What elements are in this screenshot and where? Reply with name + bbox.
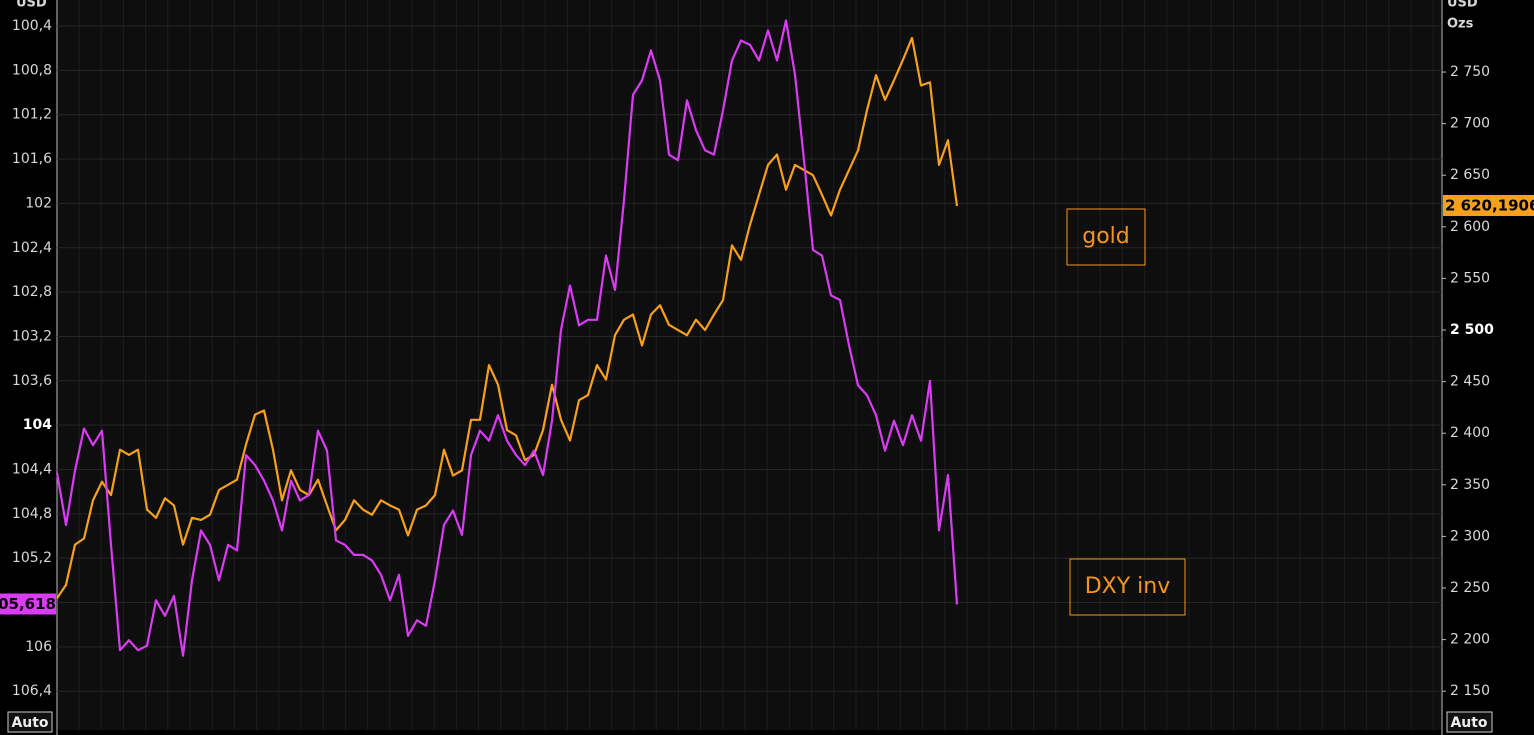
y-tick-label: 105,2 — [12, 550, 52, 566]
vertical-grid — [78, 0, 1434, 730]
y-tick-label: 104 — [23, 417, 52, 433]
y2-tick-label: 2 150 — [1450, 683, 1490, 699]
last-value-label: 2 620,1906 — [1445, 196, 1534, 214]
y2-tick-label: 2 400 — [1450, 425, 1490, 441]
y-tick-label: 103,6 — [12, 373, 52, 389]
y-tick-label: 106 — [25, 639, 52, 655]
y-tick-label: 104,8 — [12, 506, 52, 522]
auto-button[interactable] — [7, 711, 53, 733]
y-tick-label: 104,4 — [12, 461, 52, 477]
y-tick-label: 102,8 — [12, 284, 52, 300]
y-tick-label: 102 — [25, 195, 52, 211]
auto-button[interactable] — [1446, 711, 1493, 733]
y2-tick-label: 2 600 — [1450, 219, 1490, 235]
y2-tick-label: 2 700 — [1450, 116, 1490, 132]
last-value-label: 105,618 — [0, 595, 56, 613]
y2-tick-label: 2 350 — [1450, 477, 1490, 493]
auto-button-label[interactable]: Auto — [11, 715, 48, 731]
y-tick-label: 100,8 — [12, 62, 52, 78]
y-tick-label: 102,4 — [12, 240, 52, 256]
y2-tick-label: 2 250 — [1450, 580, 1490, 596]
annotation-box — [1066, 208, 1146, 266]
y-tick-label: 101,6 — [12, 151, 52, 167]
y2-tick-label: 2 500 — [1450, 322, 1494, 338]
y2-tick-label: 2 550 — [1450, 270, 1490, 286]
y2-axis-title: Ozs — [1447, 17, 1474, 32]
annotation: DXY inv — [1085, 574, 1171, 599]
annotation-box — [1069, 558, 1186, 616]
y-axis-title: USD — [16, 0, 47, 11]
plot-area — [57, 0, 1442, 730]
y2-tick-label: 2 650 — [1450, 167, 1490, 183]
line-series — [56, 36, 959, 599]
y-tick-label: 100,4 — [12, 18, 52, 34]
annotation: gold — [1082, 224, 1130, 249]
y2-tick-label: 2 200 — [1450, 632, 1490, 648]
y-tick-label: 103,2 — [12, 328, 52, 344]
line-series — [55, 19, 959, 657]
y2-axis-title: USD — [1447, 0, 1478, 11]
y-tick-label: 101,2 — [12, 107, 52, 123]
last-value-box — [0, 593, 56, 615]
y2-tick-label: 2 450 — [1450, 374, 1490, 390]
auto-button-label[interactable]: Auto — [1450, 715, 1487, 731]
y2-tick-label: 2 300 — [1450, 528, 1490, 544]
y2-tick-label: 2 750 — [1450, 64, 1490, 80]
y-tick-label: 106,4 — [12, 683, 52, 699]
last-value-box — [1443, 194, 1534, 216]
